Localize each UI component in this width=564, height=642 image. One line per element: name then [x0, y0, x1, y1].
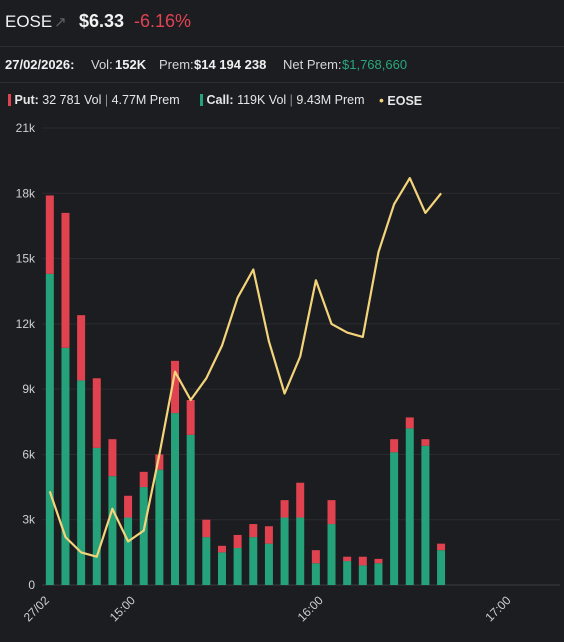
stats-date: 27/02/2026:: [5, 57, 75, 72]
y-tick-label: 0: [28, 578, 35, 592]
price: $6.33: [79, 11, 125, 31]
put-bar: [92, 378, 101, 448]
call-bar: [186, 434, 195, 585]
call-bar: [358, 565, 367, 585]
call-bar: [233, 548, 242, 585]
y-tick-label: 9k: [22, 382, 36, 396]
x-tick-label: 17:00: [482, 593, 513, 624]
put-bar: [296, 482, 305, 518]
put-bar: [124, 495, 133, 518]
y-tick-label: 6k: [22, 447, 36, 461]
prem-value: $14 194 238: [194, 57, 267, 72]
put-bar: [186, 400, 195, 435]
call-bar: [437, 550, 446, 585]
put-label: Put:: [14, 93, 39, 107]
put-bar: [233, 534, 242, 549]
call-bar: [124, 517, 133, 585]
put-separator: |: [104, 93, 109, 107]
call-bar: [217, 552, 226, 585]
call-swatch: [200, 94, 203, 106]
call-bar: [139, 487, 148, 585]
call-bar: [280, 517, 289, 585]
call-bar: [61, 347, 70, 585]
call-bar: [343, 561, 352, 585]
put-bar: [390, 439, 399, 453]
call-label: Call:: [206, 93, 234, 107]
put-bar: [155, 454, 164, 470]
call-bar: [311, 563, 320, 585]
call-bar: [249, 537, 258, 585]
call-bar: [155, 469, 164, 585]
call-bar: [202, 537, 211, 585]
put-bar: [374, 558, 383, 564]
call-prem: 9.43M Prem: [296, 93, 365, 107]
stats-bar: 27/02/2026: Vol: 152K Prem: $14 194 238 …: [0, 46, 564, 83]
put-bar: [405, 417, 414, 429]
price-change: -6.16%: [134, 11, 192, 31]
legend-eose[interactable]: • EOSE: [379, 92, 422, 108]
put-bar: [108, 439, 117, 477]
call-bar: [45, 273, 54, 585]
put-bar: [171, 360, 180, 414]
prem-label: Prem:: [159, 57, 194, 72]
call-bar: [264, 543, 273, 585]
call-bar: [171, 413, 180, 585]
chart-plot: 0 3k 6k 9k 12k 15k 18k 21k 27/02 15:00 16:00 17:00: [16, 121, 560, 624]
put-vol: 32 781 Vol: [42, 93, 102, 107]
put-bar: [202, 519, 211, 538]
put-bar: [358, 556, 367, 566]
y-tick-label: 15k: [16, 252, 36, 266]
line-dot-icon: •: [379, 92, 384, 108]
call-bar: [108, 476, 117, 585]
y-tick-label: 21k: [16, 121, 36, 135]
put-bar: [327, 500, 336, 525]
put-bar: [249, 524, 258, 538]
put-bar: [61, 212, 70, 348]
trend-up-arrow-icon: ↗: [54, 14, 67, 31]
call-bar: [92, 447, 101, 585]
put-bar: [45, 195, 54, 274]
call-bar: [390, 452, 399, 585]
call-bar: [296, 517, 305, 585]
vol-value: 152K: [115, 57, 147, 72]
put-swatch: [8, 94, 11, 106]
legend: Put: 32 781 Vol | 4.77M Prem Call: 119K …: [0, 82, 564, 116]
vol-label: Vol:: [91, 57, 113, 72]
x-tick-label: 27/02: [21, 593, 52, 624]
x-tick-label: 15:00: [107, 593, 138, 624]
legend-call[interactable]: Call: 119K Vol | 9.43M Prem: [200, 92, 365, 107]
call-vol: 119K Vol: [237, 93, 287, 107]
put-bar: [311, 550, 320, 564]
eose-price-line: [48, 176, 442, 558]
net-prem-label: Net Prem:: [283, 57, 342, 72]
y-tick-label: 3k: [22, 513, 36, 527]
put-prem: 4.77M Prem: [111, 93, 180, 107]
put-bar: [421, 439, 430, 446]
put-bar: [77, 315, 86, 381]
put-bar: [280, 500, 289, 518]
header: EOSE ↗ $6.33 -6.16%: [0, 0, 564, 47]
eose-label: EOSE: [387, 94, 423, 108]
y-tick-label: 12k: [16, 317, 36, 331]
call-bar: [405, 428, 414, 585]
x-tick-label: 16:00: [295, 593, 326, 624]
call-bar: [374, 563, 383, 585]
call-bar: [421, 445, 430, 585]
y-tick-label: 18k: [16, 186, 36, 200]
put-bar: [217, 545, 226, 553]
call-bar: [77, 380, 86, 585]
ticker-symbol[interactable]: EOSE: [5, 12, 53, 31]
legend-put[interactable]: Put: 32 781 Vol | 4.77M Prem: [8, 92, 180, 107]
put-bar: [264, 526, 273, 544]
put-bar: [139, 471, 148, 488]
put-bar: [343, 556, 352, 562]
put-bar: [437, 543, 446, 551]
call-separator: |: [289, 93, 293, 107]
call-bar: [327, 524, 336, 585]
net-prem-value: $1,768,660: [342, 57, 408, 72]
